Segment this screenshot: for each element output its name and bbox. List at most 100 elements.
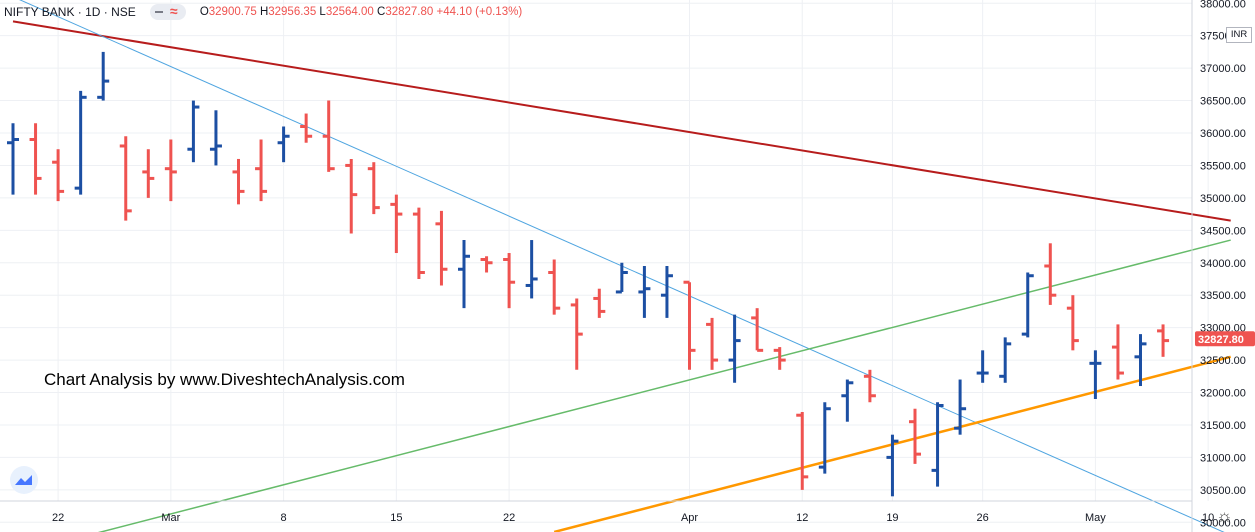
price-tick-label: 33500.00: [1200, 290, 1246, 302]
ohlc-bar: [841, 379, 854, 422]
ohlc-bar: [322, 100, 335, 172]
last-price-tag-label: 32827.80: [1198, 334, 1244, 346]
ohlc-bar: [954, 379, 967, 435]
time-tick-label: 10: [1202, 512, 1214, 524]
price-tick-label: 32000.00: [1200, 388, 1246, 400]
ohlc-bar: [1021, 272, 1034, 338]
change-value: +44.10 (+0.13%): [436, 6, 523, 18]
ohlc-bar: [480, 256, 493, 273]
last-price-tag-bg: [1195, 331, 1255, 347]
price-tick-label: 36000.00: [1200, 128, 1246, 140]
time-tick-label: 15: [390, 512, 402, 524]
ohlc-bar: [728, 314, 741, 383]
time-tick-label: 19: [886, 512, 898, 524]
ohlc-bar: [1044, 243, 1057, 305]
ohlc-bar: [570, 298, 583, 370]
ohlc-bar: [412, 207, 425, 279]
time-tick-label: Apr: [681, 512, 698, 524]
ohlc-bar: [29, 123, 42, 195]
ohlc-readout: O32900.75 H32956.35 L32564.00 C32827.80 …: [200, 6, 522, 18]
ohlc-bar: [367, 162, 380, 215]
watermark-text: Chart Analysis by www.DiveshtechAnalysis…: [44, 370, 405, 389]
ohlc-bar: [435, 210, 448, 286]
ohlc-bar: [593, 288, 606, 318]
ohlc-bar: [164, 139, 177, 202]
ohlc-bar: [751, 308, 764, 352]
ohlc-bar: [796, 411, 809, 490]
price-tick-label: 30000.00: [1200, 517, 1246, 529]
ohlc-bar: [142, 149, 155, 198]
price-tick-label: 36500.00: [1200, 96, 1246, 108]
open-key: O: [199, 6, 209, 18]
ohlc-bar: [660, 266, 673, 318]
ohlc-bar: [525, 240, 538, 299]
ohlc-bar: [931, 402, 944, 487]
last-price-tag: 32827.80: [1195, 331, 1255, 347]
time-tick-label: 12: [796, 512, 808, 524]
price-tick-label: 32500.00: [1200, 355, 1246, 367]
trendline-resistance-red: [12, 20, 1231, 222]
time-tick-label: 22: [503, 512, 515, 524]
indicator-toggle[interactable]: ≈: [149, 3, 186, 20]
price-tick-label: 35000.00: [1200, 193, 1246, 205]
ohlc-bar: [390, 194, 403, 254]
ohlc-bar: [1066, 295, 1079, 351]
ohlc-bar: [1134, 334, 1147, 387]
ohlc-bar: [615, 262, 628, 294]
ohlc-bar: [255, 139, 268, 202]
ohlc-bar: [773, 347, 786, 370]
currency-label[interactable]: INR: [1226, 27, 1252, 43]
ohlc-bar: [277, 126, 290, 163]
price-tick-label: 34500.00: [1200, 225, 1246, 237]
ohlc-bars: [7, 51, 1170, 497]
grid-layer: [0, 0, 1209, 523]
ohlc-bar: [818, 402, 831, 474]
close-key: C: [377, 6, 386, 18]
price-tick-label: 31000.00: [1200, 452, 1246, 464]
minus-icon: [154, 11, 163, 13]
price-tick-label: 35500.00: [1200, 160, 1246, 172]
ohlc-bar: [300, 113, 313, 143]
ohlc-bar: [119, 136, 132, 221]
logo-glyph: [15, 475, 32, 485]
ohlc-bar: [187, 100, 200, 163]
price-tick-label: 38000.00: [1200, 0, 1246, 10]
high-key: H: [259, 6, 269, 18]
price-tick-label: 31500.00: [1200, 420, 1246, 432]
time-tick-label: 22: [52, 512, 64, 524]
time-tick-label: 8: [281, 512, 287, 524]
price-tick-label: 34000.00: [1200, 258, 1246, 270]
high-value: 32956.35: [268, 6, 317, 18]
ohlc-bar: [1157, 324, 1170, 357]
ohlc-bar: [863, 369, 876, 403]
ohlc-bar: [976, 350, 989, 383]
tradingview-logo-icon[interactable]: [10, 466, 38, 494]
settings-gear-icon[interactable]: ☼: [1216, 506, 1233, 526]
ohlc-bar: [232, 158, 245, 205]
ohlc-bar: [97, 51, 110, 101]
low-key: L: [319, 6, 326, 18]
ohlc-bar: [458, 240, 470, 309]
low-value: 32564.00: [325, 6, 374, 18]
price-tick-label: 37000.00: [1200, 63, 1246, 75]
ohlc-bar: [706, 317, 719, 370]
ohlc-bar: [1111, 324, 1124, 380]
ohlc-bar: [886, 434, 899, 497]
open-value: 32900.75: [208, 6, 257, 18]
time-axis: 22 Mar 8 15 22 Apr 12 19 26 May 10: [52, 512, 1214, 524]
ohlc-bar: [999, 337, 1012, 383]
time-tick-label: Mar: [161, 512, 180, 524]
ohlc-bar: [683, 280, 696, 370]
symbol-title[interactable]: NIFTY BANK · 1D · NSE: [4, 5, 136, 19]
ohlc-bar: [909, 408, 921, 464]
ohlc-bar: [548, 259, 561, 315]
time-tick-label: 26: [977, 512, 989, 524]
close-value: 32827.80: [385, 6, 434, 18]
chart-header: NIFTY BANK · 1D · NSE ≈ O32900.75 H32956…: [0, 0, 522, 24]
ohlc-bar: [638, 266, 651, 318]
ohlc-bar: [7, 123, 19, 195]
ohlc-bar: [345, 158, 358, 234]
price-tick-label: 30500.00: [1200, 485, 1246, 497]
ohlc-bar: [1089, 350, 1102, 399]
